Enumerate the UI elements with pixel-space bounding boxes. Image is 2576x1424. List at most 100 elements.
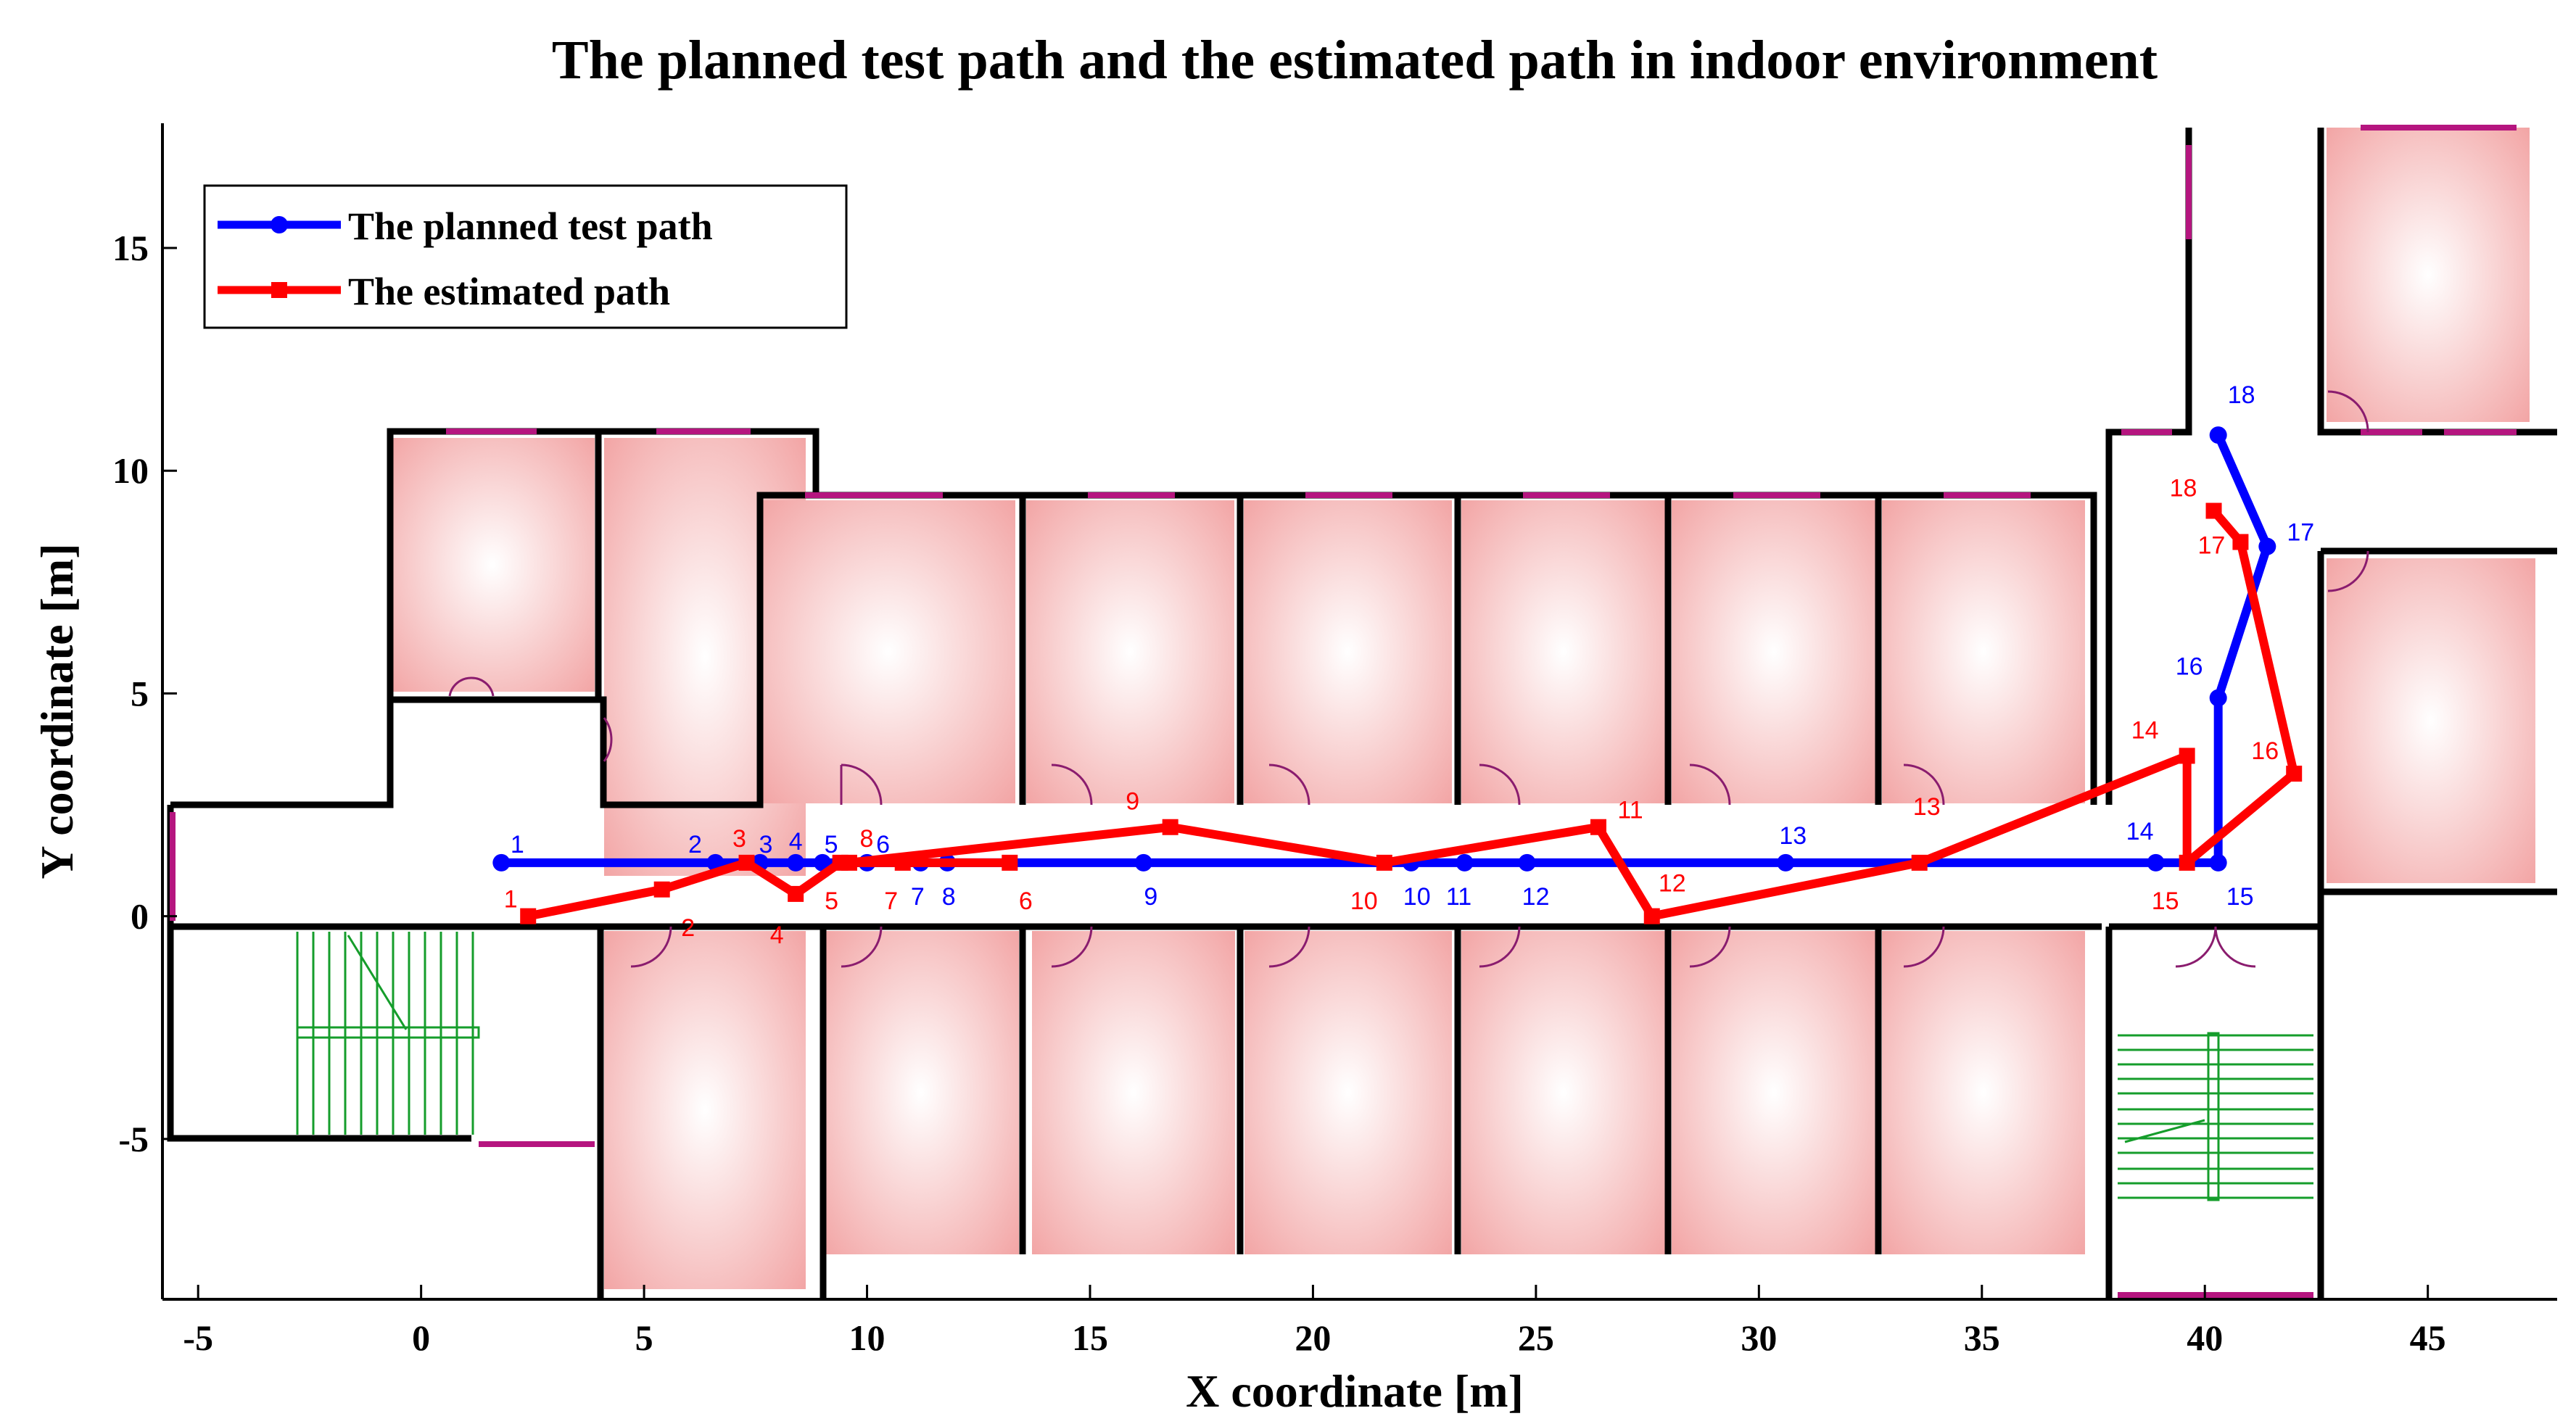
legend: The planned test path The estimated path xyxy=(203,184,848,329)
data-point xyxy=(1162,819,1178,835)
data-point xyxy=(2179,854,2195,871)
data-point xyxy=(492,853,511,872)
point-label: 10 xyxy=(1350,887,1378,915)
point-label: 13 xyxy=(1779,822,1807,850)
x-tick-label: 0 xyxy=(412,1317,430,1358)
point-label: 15 xyxy=(2152,887,2179,915)
point-label: 5 xyxy=(825,887,838,915)
floor-plan xyxy=(167,125,2557,1299)
data-point xyxy=(1456,853,1474,872)
wall xyxy=(387,428,820,700)
wall xyxy=(2105,128,2192,805)
x-tick-label: 5 xyxy=(635,1317,653,1358)
data-point xyxy=(1002,854,1018,871)
data-point xyxy=(2258,537,2276,555)
x-tick-label: 20 xyxy=(1295,1317,1331,1358)
room xyxy=(390,438,595,692)
point-label: 15 xyxy=(2226,883,2254,911)
x-tick-label: 25 xyxy=(1518,1317,1554,1358)
y-tick-label: -5 xyxy=(118,1119,149,1159)
point-label: 17 xyxy=(2198,532,2226,560)
data-point xyxy=(2179,748,2195,764)
point-label: 1 xyxy=(511,831,524,858)
data-point xyxy=(1911,854,1928,871)
windows xyxy=(170,125,2517,1298)
point-label: 11 xyxy=(1617,797,1643,824)
wall xyxy=(170,492,2097,808)
wall xyxy=(1019,495,1882,805)
y-axis-label: Y coordinate [m] xyxy=(31,543,83,879)
room xyxy=(761,500,1015,803)
data-point xyxy=(1518,853,1536,872)
y-tick-label: 15 xyxy=(112,228,149,268)
data-point xyxy=(738,854,755,871)
y-axis-ticks: -5 0 5 10 15 xyxy=(112,228,177,1159)
x-tick-label: 15 xyxy=(1072,1317,1108,1358)
point-label: 13 xyxy=(1913,793,1941,821)
data-point xyxy=(788,885,804,902)
data-point xyxy=(1134,853,1152,872)
point-label: 14 xyxy=(2126,818,2154,845)
wall xyxy=(167,805,471,1142)
legend-marker-planned xyxy=(271,216,288,233)
data-point xyxy=(841,854,857,871)
x-axis-ticks: -5 0 5 10 15 20 25 30 35 40 45 xyxy=(183,1285,2446,1358)
room xyxy=(604,931,806,1289)
room xyxy=(2327,128,2530,422)
point-label: 14 xyxy=(2131,716,2159,744)
room xyxy=(1032,931,1235,1254)
room xyxy=(1882,931,2085,1254)
x-tick-label: 10 xyxy=(849,1317,886,1358)
point-label: 7 xyxy=(884,887,898,915)
point-label: 11 xyxy=(1446,883,1471,911)
room xyxy=(1672,500,1876,803)
wall xyxy=(2105,923,2324,1299)
data-point xyxy=(2147,853,2165,872)
legend-label-planned: The planned test path xyxy=(348,204,713,248)
point-label: 3 xyxy=(732,825,746,853)
data-point xyxy=(2209,853,2227,872)
room xyxy=(2327,558,2535,883)
data-point xyxy=(2232,534,2249,550)
point-label: 18 xyxy=(2170,475,2197,502)
room xyxy=(1461,500,1666,803)
point-label: 4 xyxy=(789,828,803,856)
axes: -5 0 5 10 15 20 25 30 35 40 45 -5 0 5 10 15 xyxy=(112,123,2557,1358)
legend-box xyxy=(203,184,848,329)
room xyxy=(1882,500,2085,803)
x-tick-label: -5 xyxy=(183,1317,213,1358)
y-tick-label: 10 xyxy=(112,450,149,491)
point-label: 6 xyxy=(1019,887,1033,915)
data-point xyxy=(2286,766,2303,782)
x-tick-label: 35 xyxy=(1964,1317,2000,1358)
x-tick-label: 40 xyxy=(2187,1317,2223,1358)
data-point xyxy=(2205,502,2222,519)
legend-marker-estimated xyxy=(271,282,287,298)
x-tick-label: 30 xyxy=(1741,1317,1777,1358)
wall xyxy=(1019,927,1882,1254)
data-point xyxy=(787,853,805,872)
room xyxy=(1026,500,1234,803)
y-tick-label: 0 xyxy=(131,896,149,937)
data-point xyxy=(2209,426,2227,444)
room xyxy=(1461,931,1666,1254)
data-point xyxy=(520,908,537,924)
chart-title: The planned test path and the estimated … xyxy=(552,30,2158,91)
point-label: 12 xyxy=(1659,870,1686,898)
point-label: 18 xyxy=(2228,381,2255,409)
room xyxy=(1244,500,1452,803)
point-label: 16 xyxy=(2251,737,2279,765)
doors xyxy=(448,390,2369,968)
data-point xyxy=(2209,689,2227,707)
point-label: 2 xyxy=(681,914,695,942)
rooms xyxy=(390,128,2535,1289)
point-label: 2 xyxy=(688,831,702,858)
room xyxy=(1244,931,1452,1254)
room xyxy=(823,931,1019,1254)
data-point xyxy=(894,854,911,871)
x-tick-label: 45 xyxy=(2410,1317,2446,1358)
x-axis-label: X coordinate [m] xyxy=(1186,1365,1524,1417)
series-line xyxy=(527,508,2299,921)
